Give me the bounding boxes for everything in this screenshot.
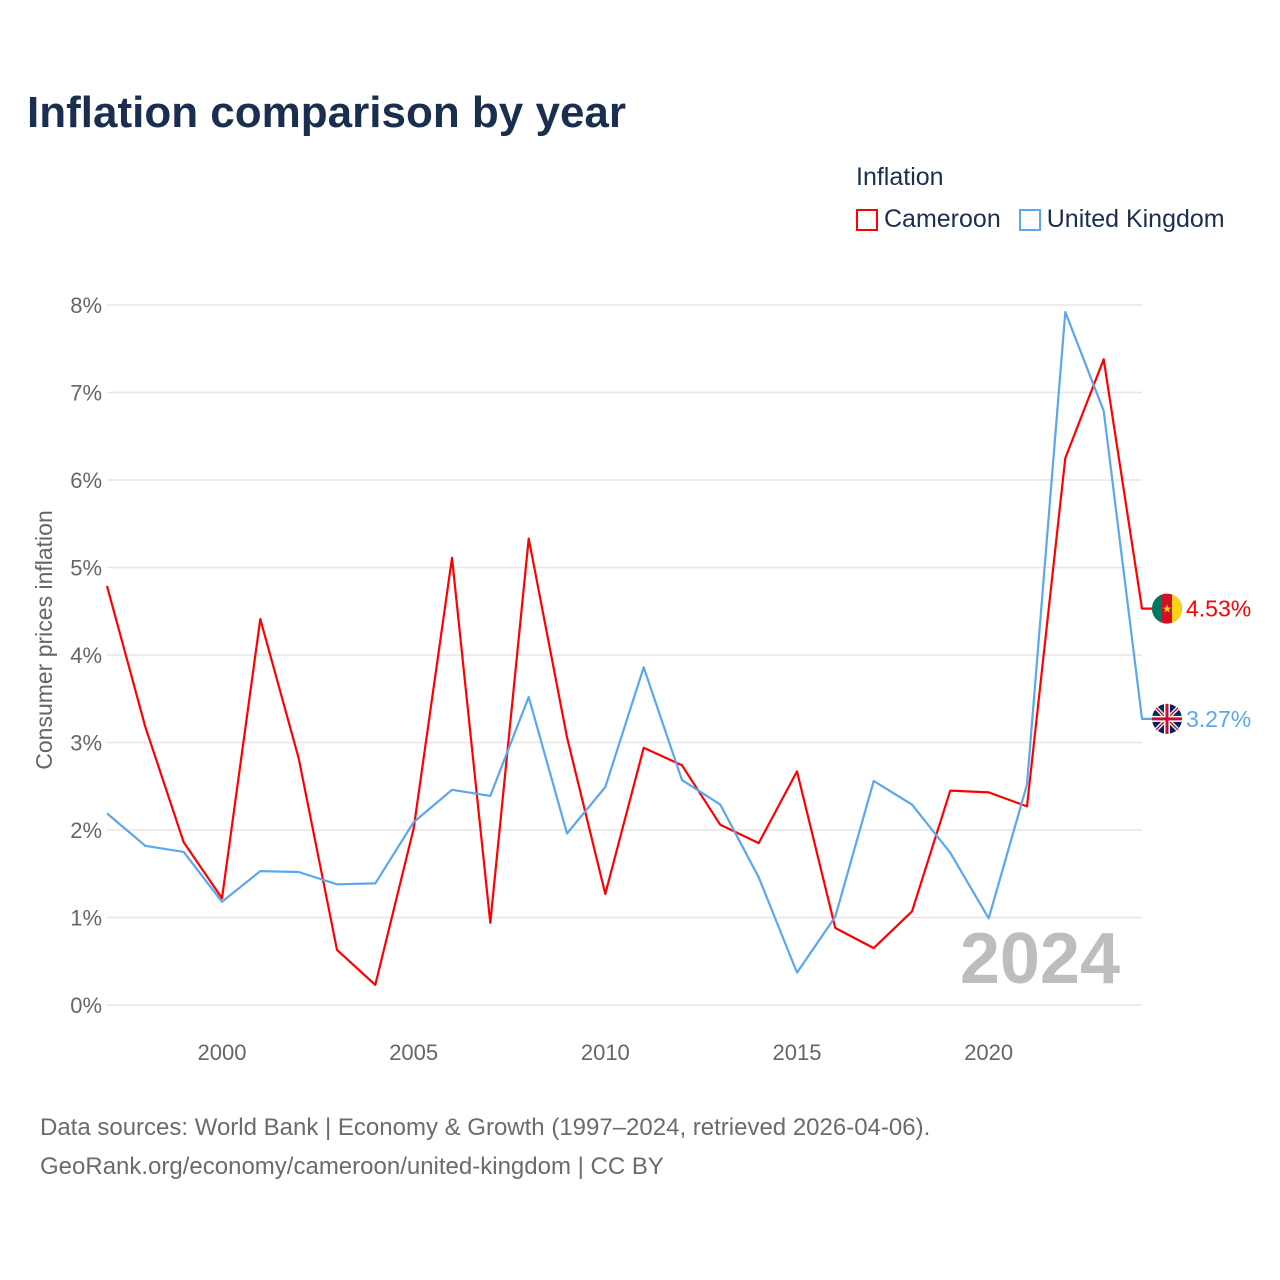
y-tick-label: 0% <box>70 993 102 1018</box>
flag-stripe-green <box>1152 594 1162 623</box>
legend-label: Cameroon <box>884 205 1001 233</box>
y-tick-label: 3% <box>70 731 102 756</box>
footer: Data sources: World Bank | Economy & Gro… <box>40 1108 930 1186</box>
end-value-label: 4.53% <box>1186 596 1251 622</box>
chart-title: Inflation comparison by year <box>27 88 627 137</box>
legend: Cameroon United Kingdom <box>856 205 1225 234</box>
year-watermark: 2024 <box>960 919 1120 999</box>
series-line-united-kingdom <box>106 310 1153 974</box>
legend-item-united-kingdom[interactable]: United Kingdom <box>1018 205 1225 234</box>
data-sources: Data sources: World Bank | Economy & Gro… <box>40 1114 931 1141</box>
legend-swatch-cameroon <box>856 208 878 231</box>
y-tick-label: 2% <box>70 818 102 843</box>
x-tick-label: 2020 <box>964 1040 1013 1065</box>
x-tick-label: 2015 <box>773 1040 822 1065</box>
y-tick-label: 7% <box>70 381 102 406</box>
legend-label: United Kingdom <box>1046 205 1225 233</box>
x-tick-label: 2005 <box>389 1040 438 1065</box>
flag-stripe-yellow <box>1172 594 1182 623</box>
flag-cross-red <box>1152 703 1182 734</box>
x-tick-label: 2010 <box>581 1040 630 1065</box>
legend-title: Inflation <box>856 163 944 191</box>
x-tick-label: 2000 <box>198 1040 247 1065</box>
end-value-label: 3.27% <box>1186 706 1251 732</box>
y-tick-label: 4% <box>70 643 102 668</box>
series-line-cameroon <box>105 358 1153 986</box>
legend-item-cameroon[interactable]: Cameroon <box>856 205 1001 234</box>
y-tick-label: 6% <box>70 468 102 493</box>
source-url: GeoRank.org/economy/cameroon/united-king… <box>40 1153 664 1180</box>
y-axis-label: Consumer prices inflation <box>31 510 57 770</box>
flag-star: ★ <box>1162 604 1172 616</box>
legend-swatch-united-kingdom <box>1018 208 1041 231</box>
y-tick-label: 8% <box>70 293 102 318</box>
y-tick-label: 5% <box>70 556 102 581</box>
y-tick-label: 1% <box>70 906 102 931</box>
